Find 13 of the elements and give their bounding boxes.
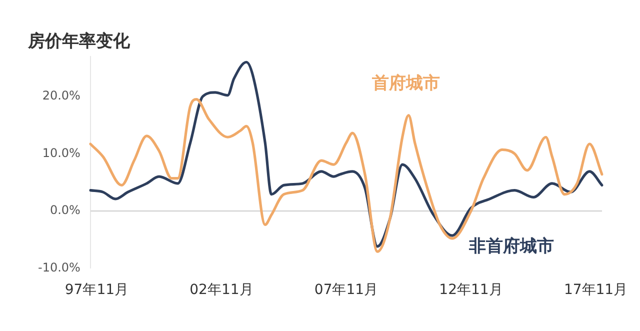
- y-tick-label: 20.0%: [42, 88, 80, 103]
- x-tick-label: 02年11月: [190, 282, 254, 298]
- line-series: [89, 98, 604, 253]
- chart-title: 房价年率变化: [27, 32, 131, 52]
- x-tick-label: 97年11月: [64, 282, 129, 298]
- series-label: 首府城市: [370, 73, 440, 94]
- y-tick-label: 10.0%: [42, 146, 80, 160]
- y-tick-label: -10.0%: [38, 260, 80, 274]
- x-tick-label: 07年11月: [314, 282, 378, 298]
- series-label: 非首府城市: [468, 236, 554, 256]
- x-tick-label: 12年11月: [439, 282, 503, 298]
- y-tick-label: 0.0%: [50, 203, 80, 218]
- x-tick-label: 17年11月: [564, 282, 628, 298]
